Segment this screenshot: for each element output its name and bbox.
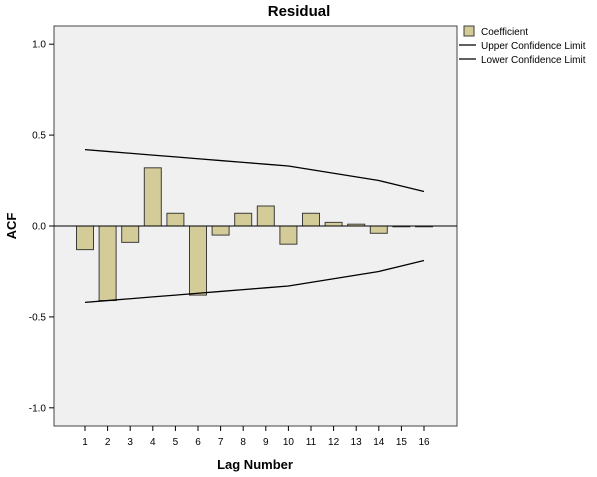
bar-lag-7 bbox=[211, 225, 230, 236]
x-tick-label: 11 bbox=[306, 437, 317, 448]
bar-lag-12 bbox=[324, 221, 343, 227]
bar-lag-11 bbox=[302, 212, 320, 227]
x-axis: 1 2 3 4 5 6 7 8 9 10 11 12 13 14 15 16 bbox=[82, 426, 430, 448]
coefficient-bars bbox=[76, 167, 433, 302]
bar-lag-3 bbox=[121, 225, 140, 243]
y-axis-label: ACF bbox=[4, 213, 19, 240]
bar-lag-10 bbox=[279, 225, 298, 245]
x-tick-label: 13 bbox=[351, 437, 363, 448]
y-tick-label: -0.5 bbox=[29, 312, 47, 323]
bar-lag-6 bbox=[189, 225, 207, 296]
x-tick-label: 6 bbox=[195, 437, 201, 448]
x-tick-label: 16 bbox=[418, 437, 430, 448]
x-tick-label: 3 bbox=[127, 437, 133, 448]
y-tick-label: 0.5 bbox=[32, 131, 46, 142]
bar-lag-9 bbox=[256, 205, 275, 227]
x-tick-label: 4 bbox=[150, 437, 156, 448]
x-tick-label: 12 bbox=[328, 437, 340, 448]
x-tick-label: 10 bbox=[283, 437, 295, 448]
legend-label-lower: Lower Confidence Limit bbox=[481, 55, 586, 66]
bar-lag-5 bbox=[166, 212, 185, 227]
x-tick-label: 14 bbox=[373, 437, 385, 448]
bar-lag-14 bbox=[369, 225, 388, 234]
x-tick-label: 5 bbox=[173, 437, 179, 448]
legend-label-coefficient: Coefficient bbox=[481, 27, 528, 38]
x-tick-label: 2 bbox=[105, 437, 111, 448]
bar-lag-2 bbox=[98, 225, 117, 302]
legend-label-upper: Upper Confidence Limit bbox=[481, 41, 586, 52]
y-tick-label: 1.0 bbox=[32, 40, 46, 51]
x-tick-label: 1 bbox=[82, 437, 88, 448]
x-tick-label: 9 bbox=[263, 437, 269, 448]
x-tick-label: 8 bbox=[240, 437, 246, 448]
upper-confidence-line bbox=[84, 148, 425, 193]
chart-title: Residual bbox=[268, 3, 331, 20]
lower-confidence-line bbox=[84, 259, 425, 304]
x-axis-label: Lag Number bbox=[217, 457, 293, 472]
bar-lag-4 bbox=[143, 167, 162, 227]
y-tick-label: 0.0 bbox=[32, 222, 46, 233]
y-axis: 1.0 0.5 0.0 -0.5 -1.0 bbox=[29, 40, 54, 414]
confidence-lines bbox=[84, 148, 425, 304]
legend: Coefficient Upper Confidence Limit Lower… bbox=[459, 25, 586, 66]
legend-swatch-coefficient bbox=[463, 25, 475, 37]
bar-lag-1 bbox=[76, 225, 94, 251]
x-tick-label: 7 bbox=[218, 437, 224, 448]
bar-lag-8 bbox=[234, 212, 253, 227]
y-tick-label: -1.0 bbox=[29, 403, 47, 414]
x-tick-label: 15 bbox=[396, 437, 408, 448]
